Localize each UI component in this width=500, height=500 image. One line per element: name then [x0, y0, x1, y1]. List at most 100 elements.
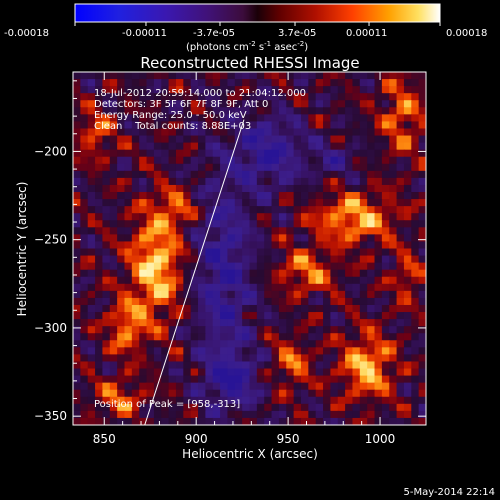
- heatmap-cell: [389, 227, 398, 235]
- heatmap-cell: [367, 79, 376, 87]
- heatmap-cell: [315, 361, 324, 370]
- heatmap-cell: [418, 304, 426, 313]
- heatmap-cell: [102, 410, 111, 419]
- heatmap-cell: [102, 241, 111, 250]
- heatmap-cell: [109, 333, 118, 341]
- heatmap-cell: [183, 177, 192, 186]
- heatmap-cell: [242, 283, 251, 292]
- heatmap-cell: [205, 192, 214, 200]
- heatmap-cell: [367, 177, 376, 186]
- heatmap-cell: [381, 312, 390, 320]
- heatmap-cell: [396, 114, 405, 123]
- heatmap-cell: [337, 333, 346, 341]
- heatmap-cell: [95, 241, 104, 250]
- heatmap-cell: [183, 354, 192, 363]
- heatmap-cell: [286, 361, 295, 370]
- heatmap-cell: [315, 368, 324, 377]
- heatmap-cell: [190, 417, 199, 425]
- heatmap-cell: [183, 227, 192, 235]
- heatmap-cell: [396, 163, 405, 172]
- heatmap-cell: [374, 241, 383, 250]
- heatmap-cell: [323, 128, 331, 137]
- heatmap-cell: [198, 319, 206, 327]
- heatmap-cell: [161, 184, 170, 193]
- heatmap-cell: [330, 269, 339, 278]
- heatmap-cell: [73, 241, 81, 250]
- heatmap-cell: [73, 213, 81, 221]
- heatmap-cell: [396, 135, 405, 144]
- heatmap-cell: [359, 86, 368, 94]
- heatmap-cell: [300, 276, 309, 285]
- heatmap-cell: [352, 283, 361, 292]
- heatmap-cell: [80, 93, 89, 101]
- heatmap-cell: [359, 107, 368, 115]
- heatmap-cell: [168, 347, 177, 355]
- heatmap-cell: [124, 333, 133, 341]
- heatmap-cell: [242, 382, 251, 391]
- heatmap-cell: [330, 255, 339, 264]
- heatmap-cell: [109, 297, 118, 306]
- heatmap-cell: [337, 192, 346, 200]
- heatmap-cell: [139, 347, 148, 355]
- heatmap-cell: [109, 340, 118, 348]
- heatmap-cell: [87, 234, 96, 243]
- heatmap-cell: [323, 333, 331, 341]
- heatmap-cell: [198, 417, 206, 425]
- heatmap-cell: [146, 417, 155, 425]
- heatmap-cell: [102, 114, 111, 123]
- heatmap-cell: [131, 72, 140, 80]
- heatmap-cell: [271, 121, 280, 130]
- heatmap-cell: [175, 417, 184, 425]
- heatmap-cell: [80, 149, 89, 158]
- y-tick-label: −250: [34, 233, 67, 247]
- heatmap-cell: [381, 79, 390, 87]
- heatmap-cell: [278, 72, 287, 80]
- heatmap-cell: [278, 290, 287, 299]
- heatmap-cell: [308, 248, 317, 257]
- heatmap-cell: [315, 149, 324, 158]
- colorbar-tick-label: -0.00018: [4, 28, 49, 39]
- heatmap-cell: [242, 156, 251, 165]
- heatmap-cell: [212, 192, 221, 200]
- heatmap-cell: [205, 368, 214, 377]
- colorbar-tick-label: -3.7e-05: [193, 28, 235, 39]
- heatmap-cell: [249, 389, 258, 398]
- heatmap-cell: [95, 403, 104, 412]
- heatmap-cell: [337, 107, 346, 115]
- heatmap-cell: [190, 100, 199, 108]
- heatmap-cell: [242, 121, 251, 130]
- heatmap-cell: [131, 340, 140, 348]
- heatmap-cell: [227, 227, 236, 235]
- heatmap-cell: [389, 354, 398, 363]
- heatmap-cell: [117, 184, 126, 193]
- heatmap-cell: [411, 283, 420, 292]
- heatmap-cell: [367, 340, 376, 348]
- heatmap-cell: [389, 199, 398, 207]
- heatmap-cell: [153, 361, 162, 370]
- heatmap-cell: [286, 142, 295, 151]
- heatmap-cell: [323, 170, 331, 179]
- heatmap-cell: [80, 269, 89, 278]
- heatmap-cell: [374, 135, 383, 144]
- heatmap-cell: [345, 128, 354, 137]
- heatmap-cell: [308, 333, 317, 341]
- heatmap-cell: [234, 269, 243, 278]
- heatmap-cell: [102, 269, 111, 278]
- heatmap-cell: [323, 262, 331, 271]
- heatmap-cell: [300, 262, 309, 271]
- heatmap-cell: [139, 220, 148, 228]
- heatmap-cell: [249, 319, 258, 327]
- heatmap-cell: [117, 417, 126, 425]
- heatmap-cell: [227, 149, 236, 158]
- heatmap-cell: [242, 114, 251, 123]
- heatmap-cell: [323, 361, 331, 370]
- heatmap-cell: [352, 79, 361, 87]
- heatmap-cell: [337, 135, 346, 144]
- heatmap-cell: [381, 396, 390, 405]
- heatmap-cell: [323, 290, 331, 299]
- heatmap-cell: [300, 135, 309, 144]
- heatmap-cell: [352, 170, 361, 179]
- heatmap-cell: [124, 170, 133, 179]
- heatmap-cell: [220, 396, 229, 405]
- heatmap-cell: [212, 410, 221, 419]
